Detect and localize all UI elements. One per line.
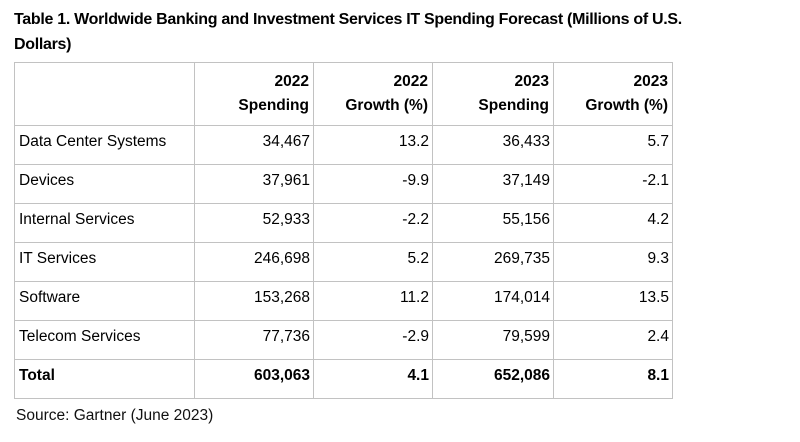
- table-row: Software 153,268 11.2 174,014 13.5: [14, 281, 673, 321]
- column-header-2022-spending: 2022 Spending: [194, 62, 314, 126]
- cell-value: 37,149: [432, 164, 554, 204]
- cell-value: 2.4: [553, 320, 673, 360]
- cell-value: 13.2: [313, 125, 433, 165]
- cell-value: 36,433: [432, 125, 554, 165]
- cell-value: 5.2: [313, 242, 433, 282]
- table-total-row: Total 603,063 4.1 652,086 8.1: [14, 359, 673, 399]
- row-label: Total: [14, 359, 195, 399]
- cell-value: 9.3: [553, 242, 673, 282]
- row-label: Devices: [14, 164, 195, 204]
- cell-value: 13.5: [553, 281, 673, 321]
- cell-value: 4.2: [553, 203, 673, 243]
- cell-value: 37,961: [194, 164, 314, 204]
- column-header-2023-spending: 2023 Spending: [432, 62, 554, 126]
- table-title-line-1: Table 1. Worldwide Banking and Investmen…: [14, 11, 682, 28]
- row-label: IT Services: [14, 242, 195, 282]
- row-label: Data Center Systems: [14, 125, 195, 165]
- table-header: 2022 Spending 2022 Growth (%) 2023 Spend…: [14, 62, 673, 126]
- cell-value: -2.9: [313, 320, 433, 360]
- table-row: Telecom Services 77,736 -2.9 79,599 2.4: [14, 320, 673, 360]
- cell-value: 4.1: [313, 359, 433, 399]
- column-header-2022-growth: 2022 Growth (%): [313, 62, 433, 126]
- table-row: IT Services 246,698 5.2 269,735 9.3: [14, 242, 673, 282]
- cell-value: -2.1: [553, 164, 673, 204]
- table-row: Devices 37,961 -9.9 37,149 -2.1: [14, 164, 673, 204]
- cell-value: 55,156: [432, 203, 554, 243]
- column-header-2023-growth: 2023 Growth (%): [553, 62, 673, 126]
- cell-value: 269,735: [432, 242, 554, 282]
- cell-value: 77,736: [194, 320, 314, 360]
- spending-forecast-table: 2022 Spending 2022 Growth (%) 2023 Spend…: [14, 62, 673, 399]
- cell-value: 246,698: [194, 242, 314, 282]
- cell-value: 11.2: [313, 281, 433, 321]
- column-header-empty: [14, 62, 195, 126]
- row-label: Telecom Services: [14, 320, 195, 360]
- cell-value: -2.2: [313, 203, 433, 243]
- cell-value: -9.9: [313, 164, 433, 204]
- row-label: Internal Services: [14, 203, 195, 243]
- cell-value: 174,014: [432, 281, 554, 321]
- cell-value: 603,063: [194, 359, 314, 399]
- table-row: Data Center Systems 34,467 13.2 36,433 5.7: [14, 125, 673, 165]
- cell-value: 79,599: [432, 320, 554, 360]
- cell-value: 652,086: [432, 359, 554, 399]
- table-header-row: 2022 Spending 2022 Growth (%) 2023 Spend…: [14, 62, 673, 126]
- cell-value: 34,467: [194, 125, 314, 165]
- cell-value: 153,268: [194, 281, 314, 321]
- row-label: Software: [14, 281, 195, 321]
- table-title-line-2: Dollars): [14, 36, 72, 53]
- source-attribution: Source: Gartner (June 2023): [16, 407, 214, 424]
- cell-value: 8.1: [553, 359, 673, 399]
- table-title: Table 1. Worldwide Banking and Investmen…: [14, 7, 786, 57]
- table-body: Data Center Systems 34,467 13.2 36,433 5.7 De…: [14, 125, 673, 399]
- cell-value: 52,933: [194, 203, 314, 243]
- cell-value: 5.7: [553, 125, 673, 165]
- table-row: Internal Services 52,933 -2.2 55,156 4.2: [14, 203, 673, 243]
